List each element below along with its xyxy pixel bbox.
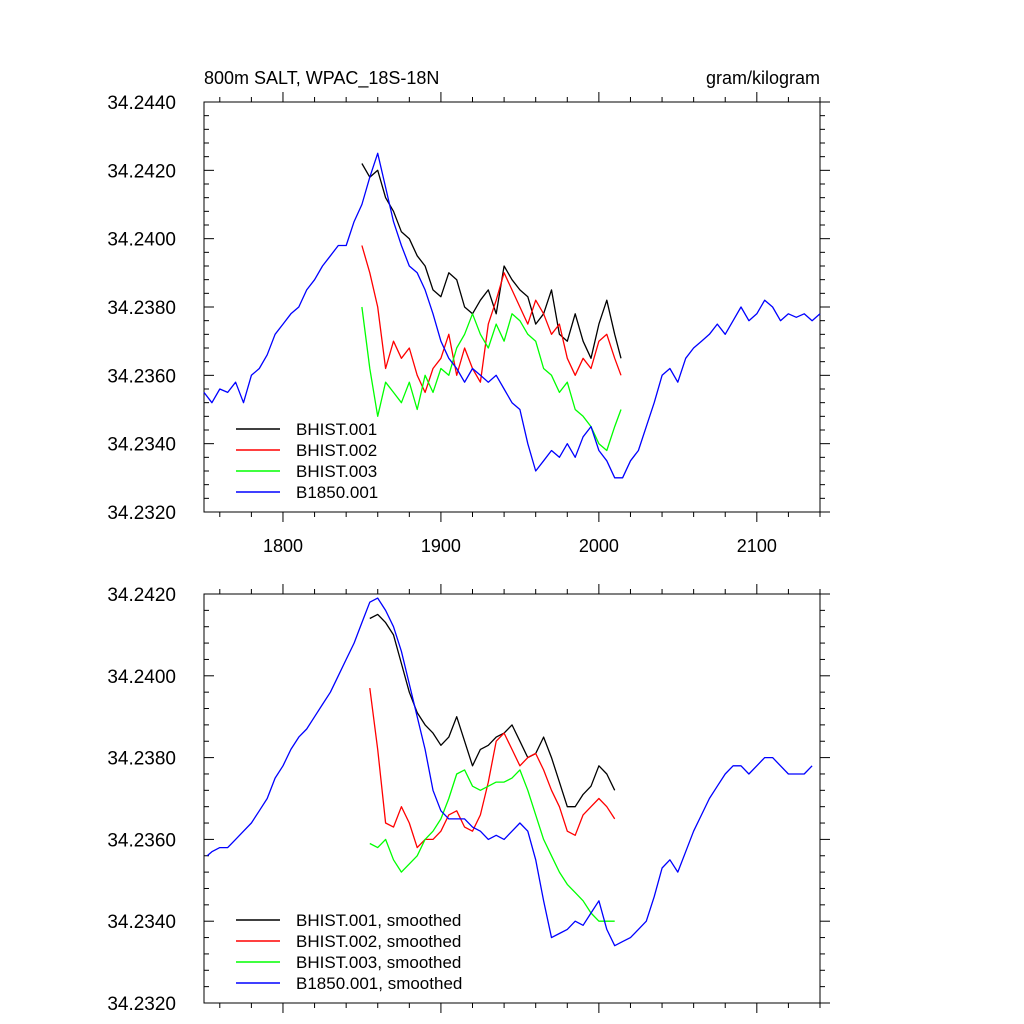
chart-title: 800m SALT, WPAC_18S-18N [204,68,439,89]
y-tick-label: 34.2340 [107,912,176,933]
x-tick-label: 2000 [579,536,619,556]
y-tick-label: 34.2320 [107,503,176,524]
y-tick-label: 34.2380 [107,298,176,319]
series-line-bhist.001 [369,613,616,808]
y-tick-label: 34.2380 [107,749,176,770]
series-line-bhist.002 [369,688,616,849]
series-line-bhist.002 [361,245,622,394]
y-tick-label: 34.2400 [107,230,176,251]
y-tick-label: 34.2340 [107,435,176,456]
series-line-bhist.001 [361,163,622,359]
top-panel: 1800 1900 2000 2100 34.2320 34.2340 34.2360 34.… [107,92,830,556]
y-tick-label: 34.2320 [107,994,176,1015]
units-label: gram/kilogram [706,68,820,88]
series-line-b1850.001 [206,597,813,947]
legend-label: BHIST.002 [296,441,377,460]
legend-label: BHIST.001, smoothed [296,911,461,930]
y-tick-label: 34.2360 [107,366,176,387]
x-tick-label: 1800 [263,536,303,556]
y-tick-label: 34.2420 [107,585,176,606]
y-tick-label: 34.2400 [107,667,176,688]
series-line-b1850.001 [203,152,821,479]
x-tick-label: 1900 [421,536,461,556]
series-line-bhist.003 [369,769,615,922]
legend-label: BHIST.003 [296,462,377,481]
legend-label: BHIST.003, smoothed [296,953,461,972]
y-tick-label: 34.2420 [107,161,176,182]
legend-label: BHIST.002, smoothed [296,932,461,951]
y-tick-label: 34.2360 [107,830,176,851]
plot-frame [203,593,821,1004]
legend-label: B1850.001 [296,483,378,502]
bottom-panel: 34.2320 34.2340 34.2360 34.2380 34.2400 34.24… [107,584,830,1015]
legend-label: B1850.001, smoothed [296,974,462,993]
series-line-bhist.003 [361,306,622,452]
y-tick-label: 34.2440 [107,93,176,114]
x-tick-label: 2100 [737,536,777,556]
legend-label: BHIST.001 [296,420,377,439]
